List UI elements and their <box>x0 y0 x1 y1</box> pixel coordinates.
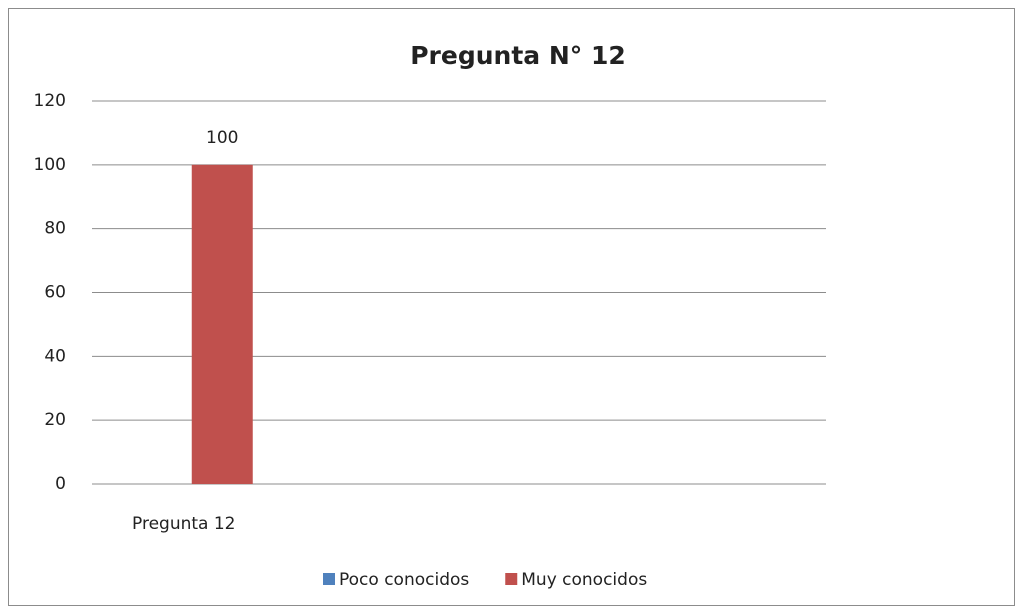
legend-label: Poco conocidos <box>339 570 469 590</box>
y-tick-label: 80 <box>44 219 66 239</box>
y-tick-label: 60 <box>44 283 66 303</box>
y-tick-label: 100 <box>34 155 66 175</box>
x-tick-label: Pregunta 12 <box>132 514 236 534</box>
chart-border <box>8 8 1015 606</box>
y-tick-label: 20 <box>44 410 66 430</box>
legend: Poco conocidos Muy conocidos <box>323 570 647 590</box>
legend-label: Muy conocidos <box>521 570 647 590</box>
legend-swatch <box>323 573 335 585</box>
data-label: 100 <box>206 128 238 148</box>
chart-title: Pregunta N° 12 <box>410 41 626 70</box>
y-tick-label: 40 <box>44 346 66 366</box>
bar <box>191 164 253 485</box>
legend-swatch <box>505 573 518 585</box>
y-tick-label: 0 <box>55 474 66 494</box>
y-tick-label: 120 <box>34 91 66 111</box>
